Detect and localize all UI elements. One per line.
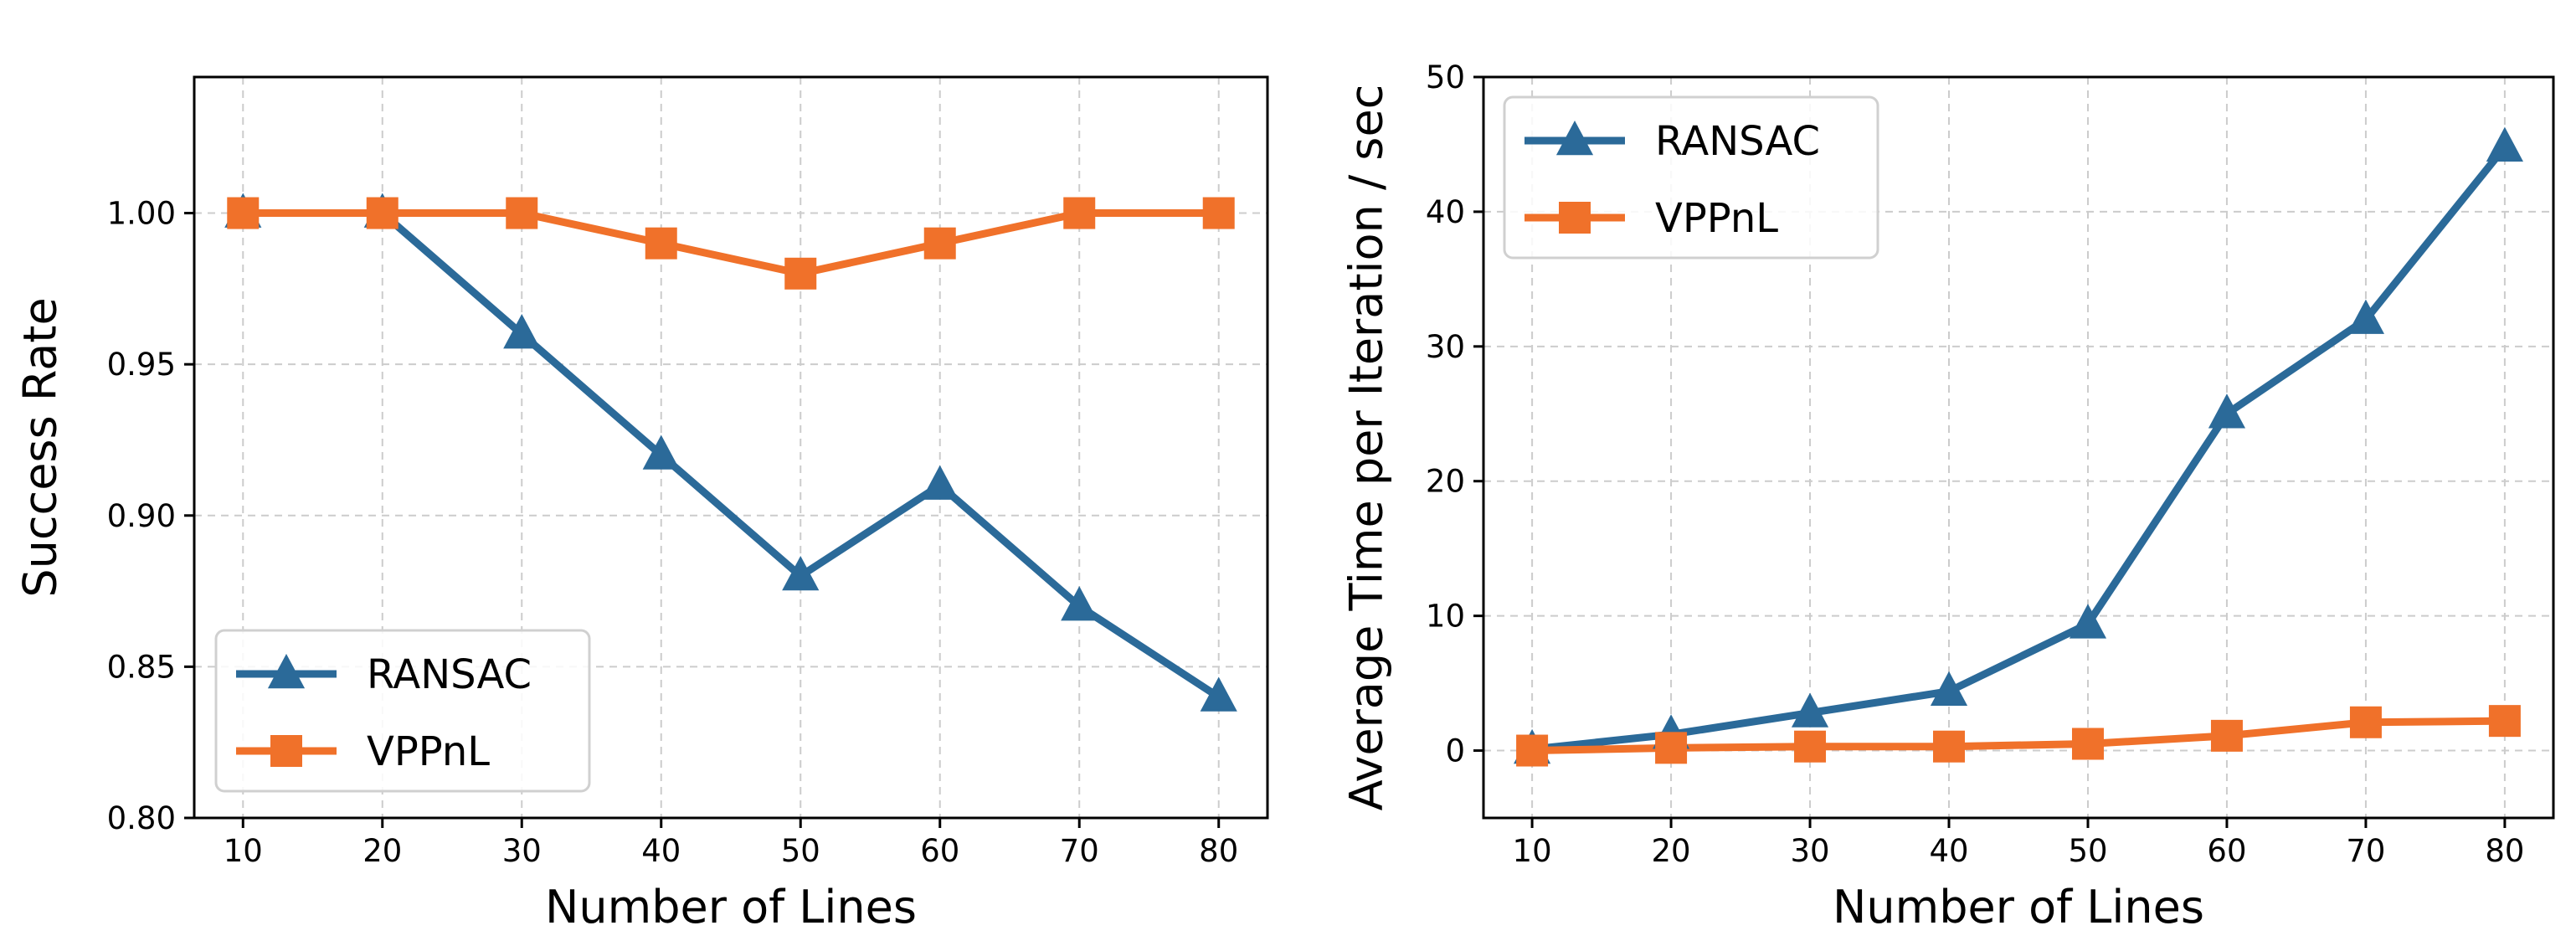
- success-rate-legend-ransac-marker-point-0: [267, 654, 306, 689]
- success-rate-ransac-point-5: [921, 465, 959, 500]
- avg-time-xtick-label-5: 60: [2207, 833, 2246, 869]
- average-time-chart: 10 20 30 40 50 60 70 80 0 10 20 30 40 50 Number of Lin…: [1340, 59, 2555, 933]
- avg-time-vppnl-point-0: [1516, 734, 1549, 767]
- avg-time-xtick-label-6: 70: [2346, 833, 2385, 869]
- success-rate-ytick-label-4: 1.00: [107, 196, 176, 232]
- success-rate-xtick-label-2: 30: [502, 833, 542, 869]
- success-rate-vppnl-line: [239, 209, 1223, 278]
- success-rate-ransac-line: [239, 209, 1223, 702]
- success-rate-legend-vppnl-label: VPPnL: [367, 728, 490, 775]
- success-rate-y-axis-label: Success Rate: [14, 297, 67, 597]
- success-rate-vppnl-point-3: [645, 227, 677, 260]
- success-rate-ytick-label-1: 0.85: [107, 649, 176, 685]
- success-rate-legend-vppnl-marker-point-0: [270, 735, 302, 767]
- avg-time-xtick-label-0: 10: [1513, 833, 1552, 869]
- success-rate-chart: 10 20 30 40 50 60 70 80 0.80 0.85 0.90 0.95 1.00 Numb…: [14, 75, 1269, 933]
- success-rate-xtick-label-3: 40: [641, 833, 681, 869]
- avg-time-ransac-point-7: [2486, 126, 2523, 162]
- success-rate-ransac-point-2: [503, 314, 541, 349]
- avg-time-vppnl-point-7: [2488, 705, 2521, 738]
- success-rate-xtick-label-5: 60: [920, 833, 959, 869]
- avg-time-legend: RANSAC VPPnL: [1503, 95, 1879, 260]
- avg-time-xtick-label-2: 30: [1790, 833, 1829, 869]
- success-rate-vppnl-point-4: [784, 257, 817, 290]
- avg-time-x-axis-label: Number of Lines: [1833, 881, 2204, 933]
- avg-time-ransac-point-3: [1930, 671, 1968, 707]
- avg-time-xtick-label-7: 80: [2485, 833, 2524, 869]
- avg-time-ytick-label-3: 30: [1426, 329, 1465, 365]
- success-rate-ransac-point-4: [782, 556, 820, 591]
- success-rate-axes-frame: [193, 75, 1269, 820]
- success-rate-xtick-label-6: 70: [1060, 833, 1099, 869]
- avg-time-y-axis-label: Average Time per Iteration / sec: [1340, 85, 1393, 811]
- avg-time-ransac-point-4: [2069, 604, 2107, 639]
- success-rate-ransac-point-7: [1200, 676, 1237, 712]
- avg-time-legend-ransac-label: RANSAC: [1655, 118, 1820, 165]
- avg-time-legend-vppnl-marker-point-0: [1559, 202, 1591, 234]
- avg-time-legend-vppnl-label: VPPnL: [1655, 195, 1778, 242]
- avg-time-vppnl-point-2: [1794, 730, 1827, 763]
- avg-time-ytick-label-4: 40: [1426, 194, 1465, 230]
- avg-time-ransac-point-6: [2347, 299, 2385, 334]
- success-rate-ytick-label-2: 0.90: [107, 498, 176, 534]
- success-rate-vppnl-point-7: [1202, 197, 1235, 229]
- success-rate-vppnl-point-2: [506, 197, 538, 229]
- success-rate-x-axis-label: Number of Lines: [545, 881, 917, 933]
- success-rate-xtick-label-7: 80: [1199, 833, 1238, 869]
- avg-time-xtick-label-3: 40: [1929, 833, 1968, 869]
- success-rate-vppnl-point-6: [1063, 197, 1096, 229]
- avg-time-ransac-point-5: [2208, 393, 2246, 429]
- success-rate-legend-ransac-label: RANSAC: [367, 651, 532, 698]
- success-rate-vppnl-point-0: [227, 197, 260, 229]
- avg-time-xtick-label-1: 20: [1652, 833, 1691, 869]
- avg-time-ransac-line: [1528, 143, 2509, 753]
- avg-time-vppnl-point-1: [1655, 732, 1688, 764]
- success-rate-xtick-label-0: 10: [224, 833, 263, 869]
- avg-time-xtick-label-4: 50: [2068, 833, 2107, 869]
- avg-time-axes-frame: [1482, 75, 2555, 820]
- avg-time-ytick-label-2: 20: [1426, 464, 1465, 500]
- success-rate-legend: RANSAC VPPnL: [214, 629, 591, 793]
- success-rate-xtick-label-4: 50: [781, 833, 820, 869]
- avg-time-vppnl-point-6: [2349, 706, 2382, 738]
- success-rate-xtick-label-1: 20: [362, 833, 402, 869]
- success-rate-ransac-point-6: [1061, 586, 1098, 621]
- success-rate-vppnl-point-1: [366, 197, 398, 229]
- success-rate-ransac-point-3: [642, 435, 680, 470]
- avg-time-vppnl-point-4: [2071, 728, 2104, 760]
- avg-time-vppnl-line: [1528, 717, 2509, 755]
- success-rate-vppnl-point-5: [923, 227, 956, 260]
- avg-time-vppnl-point-5: [2210, 719, 2243, 752]
- avg-time-ytick-label-0: 0: [1445, 733, 1465, 769]
- avg-time-vppnl-point-3: [1933, 730, 1966, 763]
- avg-time-ransac-point-2: [1791, 692, 1829, 728]
- success-rate-ytick-label-3: 0.95: [107, 347, 176, 383]
- avg-time-ytick-label-1: 10: [1426, 599, 1465, 635]
- avg-time-legend-ransac-marker-point-0: [1555, 121, 1594, 156]
- avg-time-ytick-label-5: 50: [1426, 59, 1465, 95]
- success-rate-ytick-label-0: 0.80: [107, 800, 176, 836]
